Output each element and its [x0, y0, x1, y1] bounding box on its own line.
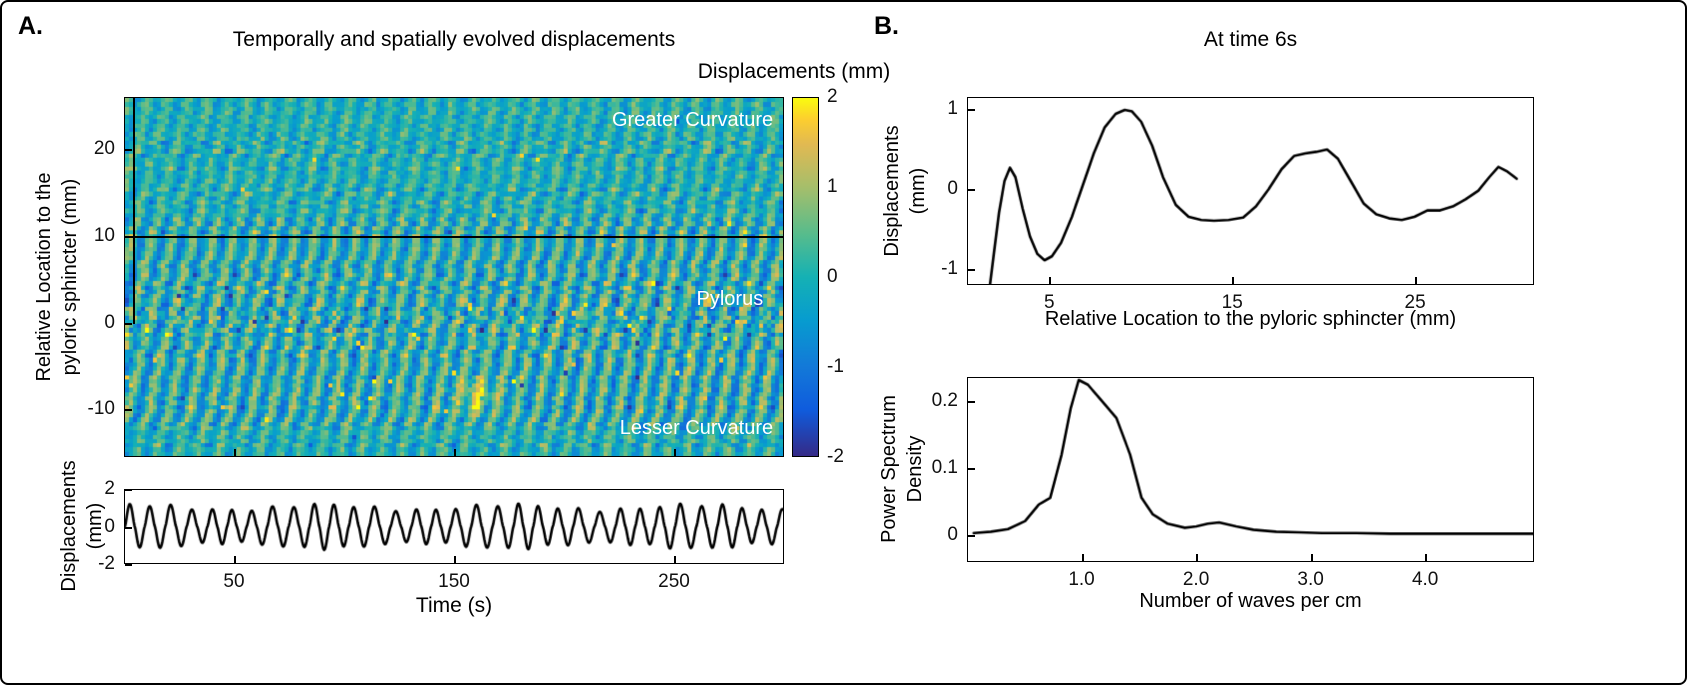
y-tick-mark: [125, 235, 132, 238]
x-tick-label: 1.0: [1068, 569, 1095, 590]
x-tick-mark: [1232, 277, 1235, 284]
x-tick-mark: [1310, 554, 1313, 561]
colorbar-title: Displacements (mm): [697, 60, 891, 83]
x-tick-mark: [234, 449, 236, 456]
y-tick-mark: [125, 526, 132, 529]
x-tick-label: 5: [1044, 292, 1055, 313]
colorbar: [792, 97, 819, 457]
panel-a-title: Temporally and spatially evolved displac…: [232, 28, 676, 51]
x-tick-label: 50: [223, 571, 245, 592]
timeseries-x-axis-label: Time (s): [415, 594, 493, 617]
y-tick-mark: [968, 189, 975, 191]
colorbar-tick-label: 2: [827, 86, 838, 107]
reference-line-horizontal: [125, 235, 783, 238]
y-tick-mark: [125, 409, 132, 412]
x-tick-label: 3.0: [1297, 569, 1324, 590]
displacement-profile-canvas: [968, 98, 1533, 284]
y-tick-label: 0: [947, 524, 958, 546]
y-tick-label: 2: [104, 478, 115, 499]
colorbar-tick-label: 1: [827, 176, 838, 197]
y-tick-mark: [125, 149, 132, 152]
psd-canvas: [968, 378, 1533, 561]
y-tick-label: 0: [104, 311, 115, 333]
y-tick-mark: [968, 400, 975, 403]
timeseries-plot: [124, 489, 784, 566]
x-tick-mark: [1081, 554, 1084, 561]
x-tick-mark: [1049, 277, 1052, 284]
panel-b-title: At time 6s: [1203, 28, 1298, 51]
y-tick-label: 0.1: [931, 456, 958, 478]
x-tick-mark: [674, 556, 676, 563]
y-tick-label: -2: [98, 553, 115, 574]
colorbar-tick-label: -1: [827, 356, 844, 377]
x-tick-mark: [1196, 554, 1199, 561]
x-tick-mark: [234, 556, 236, 563]
timeseries-y-axis-label: Displacements (mm): [58, 460, 106, 592]
colorbar-tick-label: -2: [827, 446, 844, 467]
x-tick-mark: [674, 449, 676, 456]
y-tick-mark: [968, 269, 975, 271]
y-tick-mark: [968, 109, 975, 111]
x-tick-label: 25: [1404, 292, 1426, 313]
y-tick-mark: [125, 489, 132, 491]
y-tick-label: -10: [87, 398, 115, 420]
y-tick-label: 1: [947, 98, 958, 119]
panel-a-label: A.: [18, 12, 43, 40]
psd-plot: [967, 377, 1534, 562]
displacement-profile-plot: [967, 97, 1534, 285]
psd-y-axis-label: Power Spectrum Density: [878, 395, 926, 543]
y-tick-mark: [125, 564, 132, 566]
x-tick-label: 250: [658, 571, 690, 592]
y-tick-label: 0: [947, 178, 958, 199]
heatmap-annotation: Pylorus: [696, 287, 764, 310]
reference-line-vertical: [132, 98, 135, 324]
heatmap-plot: Greater Curvature Pylorus Lesser Curvature: [124, 97, 784, 457]
timeseries-canvas: [125, 490, 783, 563]
x-tick-label: 15: [1221, 292, 1243, 313]
heatmap-canvas: [125, 98, 783, 456]
x-tick-mark: [1415, 277, 1418, 284]
x-tick-label: 150: [438, 571, 470, 592]
x-tick-mark: [1425, 554, 1428, 561]
x-tick-label: 2.0: [1182, 569, 1210, 590]
psd-x-axis-label: Number of waves per cm: [1139, 590, 1362, 612]
x-tick-mark: [454, 556, 456, 563]
y-tick-mark: [968, 467, 975, 470]
x-tick-label: 4.0: [1411, 569, 1439, 590]
colorbar-tick-label: 0: [827, 266, 838, 287]
profile-x-axis-label: Relative Location to the pyloric sphinct…: [1044, 308, 1457, 330]
y-tick-label: -1: [941, 258, 958, 279]
x-tick-mark: [454, 449, 456, 456]
y-tick-mark: [968, 535, 975, 538]
y-tick-label: 20: [93, 138, 115, 160]
y-tick-label: 10: [93, 224, 115, 246]
y-tick-mark: [125, 322, 132, 325]
heatmap-annotation: Lesser Curvature: [619, 417, 774, 440]
y-tick-label: 0: [104, 515, 115, 537]
y-tick-label: 0.2: [931, 389, 958, 411]
heatmap-annotation: Greater Curvature: [611, 109, 774, 132]
panel-b-label: B.: [874, 12, 899, 40]
